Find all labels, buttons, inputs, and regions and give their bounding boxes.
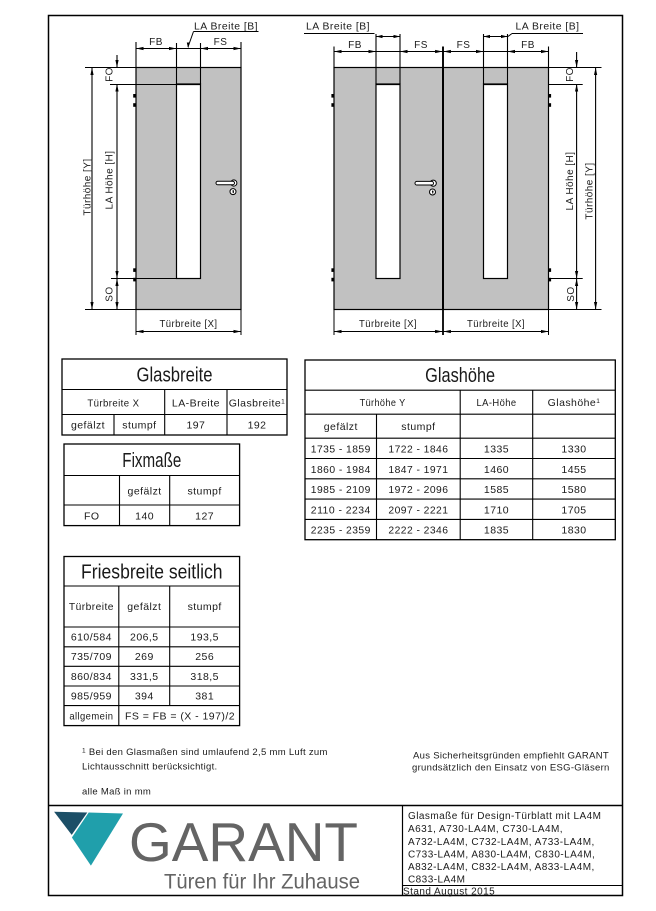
svg-text:2222 - 2346: 2222 - 2346 bbox=[388, 525, 448, 537]
svg-text:Stand August 2015: Stand August 2015 bbox=[403, 887, 495, 898]
svg-text:318,5: 318,5 bbox=[190, 671, 219, 683]
svg-text:1 Bei den Glasmaßen sind umlau: 1 Bei den Glasmaßen sind umlaufend 2,5 m… bbox=[82, 747, 328, 758]
svg-text:1585: 1585 bbox=[484, 484, 509, 496]
svg-text:alle Maß in mm: alle Maß in mm bbox=[82, 787, 151, 798]
svg-text:193,5: 193,5 bbox=[190, 632, 219, 644]
svg-text:LA Breite [B]: LA Breite [B] bbox=[194, 22, 258, 33]
svg-text:FS = FB = (X - 197)/2: FS = FB = (X - 197)/2 bbox=[125, 711, 235, 723]
svg-text:FS: FS bbox=[214, 37, 228, 48]
svg-text:Lichtausschnitt berücksichtigt: Lichtausschnitt berücksichtigt. bbox=[82, 762, 218, 773]
svg-text:A631, A730-LA4M, C730-LA4M,: A631, A730-LA4M, C730-LA4M, bbox=[408, 824, 563, 835]
svg-text:C833-LA4M: C833-LA4M bbox=[408, 875, 465, 886]
svg-text:GARANT: GARANT bbox=[129, 811, 358, 873]
svg-text:Glasbreite: Glasbreite bbox=[137, 363, 213, 386]
svg-text:1455: 1455 bbox=[561, 464, 586, 476]
svg-text:C733-LA4M, A830-LA4M, C830-LA4: C733-LA4M, A830-LA4M, C830-LA4M, bbox=[408, 850, 595, 861]
svg-text:Türhöhe [Y]: Türhöhe [Y] bbox=[83, 158, 94, 215]
svg-text:1735 - 1859: 1735 - 1859 bbox=[311, 444, 371, 456]
svg-text:LA Höhe [H]: LA Höhe [H] bbox=[565, 152, 576, 211]
svg-text:FO: FO bbox=[105, 67, 116, 82]
svg-text:860/834: 860/834 bbox=[71, 671, 112, 683]
svg-text:FS: FS bbox=[457, 40, 471, 51]
svg-text:Glashöhe: Glashöhe bbox=[425, 364, 495, 387]
svg-text:gefälzt: gefälzt bbox=[128, 486, 162, 498]
svg-text:1460: 1460 bbox=[484, 464, 509, 476]
svg-text:206,5: 206,5 bbox=[130, 632, 159, 644]
svg-text:Türbreite [X]: Türbreite [X] bbox=[160, 319, 218, 330]
svg-text:269: 269 bbox=[135, 651, 154, 663]
svg-text:127: 127 bbox=[195, 511, 214, 523]
svg-text:FB: FB bbox=[348, 40, 362, 51]
svg-text:Glashöhe1: Glashöhe1 bbox=[548, 397, 601, 409]
svg-text:256: 256 bbox=[195, 651, 214, 663]
svg-text:2097 - 2221: 2097 - 2221 bbox=[388, 504, 448, 516]
svg-text:Fixmaße: Fixmaße bbox=[122, 449, 181, 472]
svg-text:1835: 1835 bbox=[484, 525, 509, 537]
svg-text:192: 192 bbox=[248, 420, 267, 432]
svg-text:1830: 1830 bbox=[561, 525, 586, 537]
svg-text:140: 140 bbox=[135, 511, 154, 523]
svg-text:2110 - 2234: 2110 - 2234 bbox=[311, 504, 371, 516]
svg-text:381: 381 bbox=[195, 690, 214, 702]
svg-text:Glasmaße für Design-Türblatt m: Glasmaße für Design-Türblatt mit LA4M bbox=[408, 811, 601, 822]
svg-text:SO: SO bbox=[566, 286, 577, 301]
svg-text:735/709: 735/709 bbox=[71, 651, 112, 663]
svg-text:FB: FB bbox=[521, 40, 535, 51]
svg-text:197: 197 bbox=[186, 420, 205, 432]
svg-text:331,5: 331,5 bbox=[130, 671, 159, 683]
svg-text:SO: SO bbox=[105, 286, 116, 301]
svg-text:Türbreite: Türbreite bbox=[69, 601, 114, 613]
svg-text:Aus Sicherheitsgründen empfieh: Aus Sicherheitsgründen empfiehlt GARANT bbox=[413, 751, 609, 762]
svg-text:allgemein: allgemein bbox=[69, 711, 113, 723]
svg-text:gefälzt: gefälzt bbox=[71, 420, 105, 432]
svg-text:gefälzt: gefälzt bbox=[324, 421, 358, 433]
svg-text:1335: 1335 bbox=[484, 444, 509, 456]
svg-text:Türbreite [X]: Türbreite [X] bbox=[359, 319, 417, 330]
svg-text:grundsätzlich den Einsatz von: grundsätzlich den Einsatz von ESG-Gläser… bbox=[412, 762, 610, 773]
svg-text:LA Breite [B]: LA Breite [B] bbox=[306, 22, 370, 33]
svg-text:985/959: 985/959 bbox=[71, 690, 112, 702]
svg-text:stumpf: stumpf bbox=[122, 420, 156, 432]
svg-text:A832-LA4M, C832-LA4M, A833-LA4: A832-LA4M, C832-LA4M, A833-LA4M, bbox=[408, 862, 595, 873]
svg-text:Friesbreite seitlich: Friesbreite seitlich bbox=[81, 560, 223, 583]
svg-text:LA-Breite: LA-Breite bbox=[172, 398, 220, 410]
svg-text:Türhöhe [Y]: Türhöhe [Y] bbox=[585, 162, 596, 219]
svg-text:Glasbreite1: Glasbreite1 bbox=[229, 398, 285, 410]
svg-text:Türbreite X: Türbreite X bbox=[87, 398, 139, 410]
svg-text:1860 - 1984: 1860 - 1984 bbox=[311, 464, 371, 476]
svg-text:1710: 1710 bbox=[484, 504, 509, 516]
svg-text:stumpf: stumpf bbox=[188, 601, 222, 613]
svg-text:stumpf: stumpf bbox=[401, 421, 435, 433]
svg-text:Türbreite [X]: Türbreite [X] bbox=[467, 319, 525, 330]
svg-text:1580: 1580 bbox=[561, 484, 586, 496]
svg-text:FO: FO bbox=[84, 511, 99, 523]
svg-text:FB: FB bbox=[149, 37, 163, 48]
svg-text:1705: 1705 bbox=[561, 504, 586, 516]
svg-text:Türhöhe Y: Türhöhe Y bbox=[360, 397, 406, 409]
svg-text:Türen für Ihr Zuhause: Türen für Ihr Zuhause bbox=[164, 871, 360, 894]
svg-text:1972 - 2096: 1972 - 2096 bbox=[388, 484, 448, 496]
svg-text:FS: FS bbox=[414, 40, 428, 51]
svg-text:1847 - 1971: 1847 - 1971 bbox=[388, 464, 448, 476]
svg-text:stumpf: stumpf bbox=[187, 486, 221, 498]
svg-text:FO: FO bbox=[565, 67, 576, 82]
svg-text:394: 394 bbox=[135, 690, 154, 702]
svg-text:2235 - 2359: 2235 - 2359 bbox=[311, 525, 371, 537]
svg-text:LA-Höhe: LA-Höhe bbox=[477, 397, 517, 409]
svg-text:610/584: 610/584 bbox=[71, 632, 112, 644]
svg-text:1722 - 1846: 1722 - 1846 bbox=[388, 444, 448, 456]
svg-text:A732-LA4M, C732-LA4M, A733-LA4: A732-LA4M, C732-LA4M, A733-LA4M, bbox=[408, 837, 595, 848]
svg-text:1330: 1330 bbox=[561, 444, 586, 456]
svg-text:LA Höhe [H]: LA Höhe [H] bbox=[105, 151, 116, 210]
svg-text:gefälzt: gefälzt bbox=[127, 601, 161, 613]
svg-text:LA Breite [B]: LA Breite [B] bbox=[516, 22, 580, 33]
svg-text:1985 - 2109: 1985 - 2109 bbox=[311, 484, 371, 496]
